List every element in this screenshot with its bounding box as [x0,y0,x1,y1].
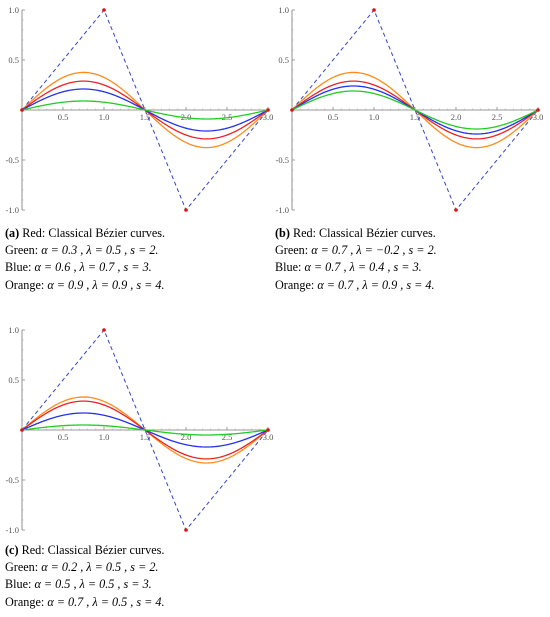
series-curve [291,90,539,130]
x-tick-label: 1.5 [140,112,151,122]
y-tick-label: 1.0 [8,5,19,15]
caption-c-line-1: (c) Red: Classical Bézier curves. [5,542,165,559]
caption-b-green-name: Green: [275,243,309,258]
bezier-plot-c: 0.5 1.0 1.5 2.0 2.5 3.0 1.0 0.5 -0.5 -1.0 [6,325,274,535]
caption-b-orange-params: α = 0.7 , λ = 0.9 , s = 4. [317,277,435,292]
y-tick-label: 1.0 [278,5,289,15]
series-curve [21,424,269,436]
x-tick-label: 2.0 [451,112,462,122]
caption-a-blue-params: α = 0.6 , λ = 0.7 , s = 3. [34,260,152,275]
x-tick-label: 1.5 [410,112,421,122]
caption-a-title: Red: Classical Bézier curves. [22,226,166,240]
chart-panel-a: 0.5 1.0 1.5 2.0 2.5 3.0 1.0 0.5 -0.5 -1.0 (a) Red… [0,0,275,300]
caption-c-line-2: Green: α = 0.2 , λ = 0.5 , s = 2. [5,559,165,576]
caption-a-line-4: Orange: α = 0.9 , λ = 0.9 , s = 4. [5,277,165,294]
caption-c-title: Red: Classical Bézier curves. [21,543,165,557]
control-point [184,528,188,532]
caption-a-green-name: Green: [5,243,39,258]
caption-c-orange-name: Orange: [5,594,45,609]
caption-c: (c) Red: Classical Bézier curves. Green:… [5,542,165,611]
caption-a: (a) Red: Classical Bézier curves. Green:… [5,225,165,294]
x-tick-label: 3.0 [263,112,274,122]
control-point [184,208,188,212]
control-point [102,328,106,332]
caption-c-label: (c) [5,543,19,557]
caption-c-green-params: α = 0.2 , λ = 0.5 , s = 2. [41,560,159,575]
caption-a-orange-name: Orange: [5,277,45,292]
control-point [266,108,270,112]
y-tick-label: -1.0 [6,525,19,535]
caption-a-orange-params: α = 0.9 , λ = 0.9 , s = 4. [47,277,165,292]
caption-a-line-1: (a) Red: Classical Bézier curves. [5,225,165,242]
x-tick-label: 1.0 [99,432,110,442]
control-polygon [291,9,539,211]
caption-b-orange-name: Orange: [275,277,315,292]
control-point [536,108,540,112]
x-tick-label: 2.5 [222,432,233,442]
x-tick-label: 3.0 [263,432,274,442]
x-tick-label: 1.0 [99,112,110,122]
control-point [20,108,24,112]
y-tick-label: -1.0 [276,205,289,215]
x-tick-label: 1.0 [369,112,380,122]
control-polygon [21,329,269,531]
caption-c-orange-params: α = 0.7 , λ = 0.5 , s = 4. [47,594,165,609]
x-tick-label: 2.5 [222,112,233,122]
x-tick-label: 0.5 [58,432,69,442]
caption-b-line-4: Orange: α = 0.7 , λ = 0.9 , s = 4. [275,277,437,294]
caption-a-label: (a) [5,226,20,240]
control-point [454,208,458,212]
caption-c-line-4: Orange: α = 0.7 , λ = 0.5 , s = 4. [5,594,165,611]
y-tick-label: 0.5 [8,55,19,65]
caption-c-line-3: Blue: α = 0.5 , λ = 0.5 , s = 3. [5,576,165,593]
y-tick-label: -0.5 [276,155,289,165]
y-tick-label: -0.5 [6,155,19,165]
caption-b-line-2: Green: α = 0.7 , λ = −0.2 , s = 2. [275,242,437,259]
x-tick-label: 1.5 [140,432,151,442]
caption-b-green-params: α = 0.7 , λ = −0.2 , s = 2. [311,243,437,258]
x-tick-label: 2.5 [492,112,503,122]
y-tick-label: 0.5 [8,375,19,385]
caption-b-title: Red: Classical Bézier curves. [292,226,436,240]
caption-b: (b) Red: Classical Bézier curves. Green:… [275,225,437,294]
bezier-plot-b: 0.5 1.0 1.5 2.0 2.5 3.0 1.0 0.5 -0.5 -1.0 [276,5,544,215]
control-point [372,8,376,12]
caption-a-blue-name: Blue: [5,260,32,275]
x-tick-label: 2.0 [181,432,192,442]
caption-a-green-params: α = 0.3 , λ = 0.5 , s = 2. [41,243,159,258]
caption-b-blue-params: α = 0.7 , λ = 0.4 , s = 3. [304,260,422,275]
caption-c-blue-params: α = 0.5 , λ = 0.5 , s = 3. [34,577,152,592]
chart-panel-c: 0.5 1.0 1.5 2.0 2.5 3.0 1.0 0.5 -0.5 -1.0 (c) Red… [0,320,275,617]
control-point [20,428,24,432]
caption-b-line-1: (b) Red: Classical Bézier curves. [275,225,437,242]
caption-c-blue-name: Blue: [5,577,32,592]
x-tick-label: 0.5 [328,112,339,122]
control-point [290,108,294,112]
y-tick-label: 0.5 [278,55,289,65]
caption-b-line-3: Blue: α = 0.7 , λ = 0.4 , s = 3. [275,259,437,276]
chart-panel-b: 0.5 1.0 1.5 2.0 2.5 3.0 1.0 0.5 -0.5 -1.0 (b) Red… [270,0,550,300]
series-curve [21,100,269,120]
x-tick-label: 0.5 [58,112,69,122]
caption-a-line-2: Green: α = 0.3 , λ = 0.5 , s = 2. [5,242,165,259]
control-point [266,428,270,432]
y-tick-label: 1.0 [8,325,19,335]
y-tick-label: -0.5 [6,475,19,485]
x-tick-label: 2.0 [181,112,192,122]
caption-b-blue-name: Blue: [275,260,302,275]
caption-c-green-name: Green: [5,560,39,575]
y-tick-label: -1.0 [6,205,19,215]
caption-b-label: (b) [275,226,290,240]
control-polygon [21,9,269,211]
caption-a-line-3: Blue: α = 0.6 , λ = 0.7 , s = 3. [5,259,165,276]
bezier-plot-a: 0.5 1.0 1.5 2.0 2.5 3.0 1.0 0.5 -0.5 -1.0 [6,5,274,215]
control-point [102,8,106,12]
x-tick-label: 3.0 [533,112,544,122]
